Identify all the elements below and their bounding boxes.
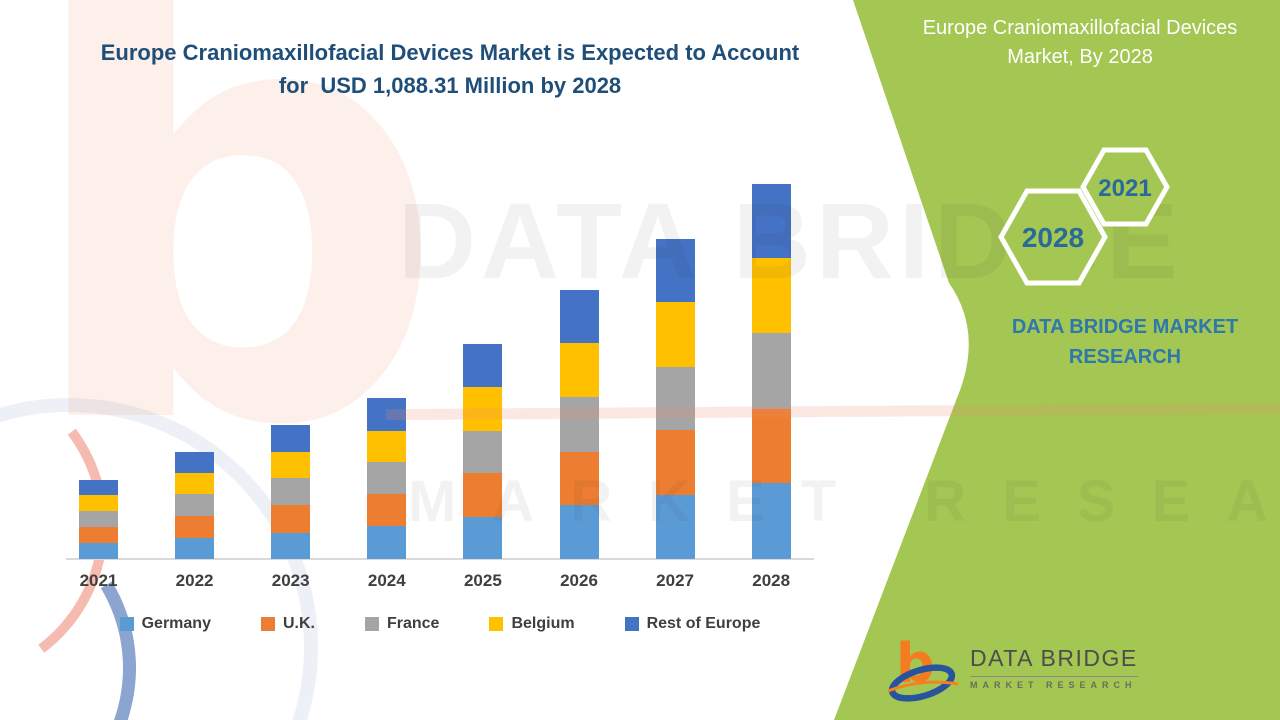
- x-axis-label-2022: 2022: [175, 571, 214, 590]
- legend-label: Rest of Europe: [646, 615, 761, 632]
- bar-segment-rest-of-europe-2026: [559, 289, 599, 344]
- panel-title-line1: Europe Craniomaxillofacial Devices: [922, 17, 1238, 39]
- page-title-line1: Europe Craniomaxillofacial Devices Marke…: [100, 40, 800, 65]
- bar-segment-belgium-2027: [655, 302, 695, 368]
- bar-segment-belgium-2024: [367, 430, 407, 462]
- x-axis-line: [66, 558, 814, 560]
- dbmr-logo-text: DATA BRIDGE MARKET RESEARCH: [970, 645, 1138, 690]
- x-axis-label-2026: 2026: [560, 571, 598, 590]
- hexagon-2021-label: 2021: [1098, 175, 1151, 202]
- bar-segment-belgium-2026: [559, 343, 599, 398]
- bar-segment-u-k--2022: [175, 516, 215, 538]
- stacked-bar-2023: [271, 425, 311, 559]
- legend-item-france: France: [364, 615, 440, 633]
- bar-segment-germany-2022: [175, 537, 215, 559]
- bar-segment-u-k--2023: [271, 505, 311, 533]
- page-title: Europe Craniomaxillofacial Devices Marke…: [60, 36, 840, 102]
- legend-swatch: [624, 617, 639, 631]
- bar-segment-germany-2028: [751, 483, 791, 559]
- bar-segment-france-2023: [271, 477, 311, 506]
- bar-segment-u-k--2021: [79, 526, 118, 544]
- legend-item-rest-of-europe: Rest of Europe: [624, 615, 761, 633]
- dbmr-logo-subtitle: MARKET RESEARCH: [970, 675, 1138, 690]
- bar-segment-belgium-2022: [175, 473, 215, 495]
- bar-segment-rest-of-europe-2021: [79, 479, 118, 496]
- x-axis-label-2027: 2027: [656, 571, 694, 590]
- stacked-bar-2027: [655, 238, 695, 559]
- x-axis-label-2021: 2021: [79, 571, 118, 590]
- legend-label: Germany: [141, 615, 211, 632]
- bar-segment-u-k--2028: [751, 408, 791, 484]
- bar-segment-france-2028: [751, 333, 791, 409]
- legend-label: U.K.: [282, 615, 315, 632]
- bar-segment-belgium-2023: [271, 452, 311, 478]
- panel-title-line2: Market, By 2028: [1007, 46, 1153, 68]
- bar-segment-u-k--2025: [463, 472, 503, 517]
- brand-text: DATA BRIDGE MARKET RESEARCH: [975, 312, 1275, 372]
- hexagon-2028: [998, 188, 1108, 286]
- legend-swatch: [260, 617, 275, 631]
- bar-segment-germany-2021: [79, 543, 118, 559]
- brand-text-line1: DATA BRIDGE MARKET: [1011, 316, 1239, 338]
- dbmr-logo-icon: b: [887, 632, 959, 702]
- hexagon-2021: [1080, 147, 1170, 227]
- bar-segment-rest-of-europe-2024: [367, 398, 407, 431]
- bar-segment-france-2027: [655, 367, 695, 430]
- bar-segment-germany-2023: [271, 532, 311, 559]
- legend-item-belgium: Belgium: [489, 615, 575, 633]
- stacked-bar-2021: [79, 479, 118, 559]
- bar-segment-belgium-2028: [751, 258, 791, 334]
- bar-segment-germany-2026: [559, 505, 599, 559]
- bar-segment-rest-of-europe-2028: [751, 183, 791, 259]
- legend-swatch: [119, 617, 134, 631]
- stacked-bar-2022: [175, 452, 215, 559]
- legend-label: France: [386, 615, 440, 632]
- legend-swatch: [364, 617, 379, 631]
- bar-segment-rest-of-europe-2025: [463, 344, 503, 388]
- x-axis-label-2028: 2028: [752, 571, 791, 590]
- x-axis-label-2023: 2023: [271, 571, 310, 590]
- x-axis-label-2024: 2024: [367, 571, 406, 590]
- panel-title: Europe Craniomaxillofacial Devices Marke…: [890, 14, 1270, 72]
- bar-segment-u-k--2027: [655, 429, 695, 495]
- bar-segment-rest-of-europe-2022: [175, 452, 215, 474]
- bar-segment-germany-2027: [655, 494, 695, 559]
- bar-segment-germany-2025: [463, 516, 503, 559]
- bar-segment-belgium-2025: [463, 387, 503, 431]
- bar-segment-france-2025: [463, 430, 503, 473]
- legend-item-germany: Germany: [119, 615, 211, 633]
- chart-legend: Germany U.K. France Belgium Rest of Europe: [66, 615, 814, 633]
- bar-segment-germany-2024: [367, 525, 407, 559]
- x-axis-label-2025: 2025: [463, 571, 502, 590]
- stacked-bar-2025: [463, 344, 503, 559]
- page-title-line2: for USD 1,088.31 Million by 2028: [278, 73, 622, 98]
- stacked-bar-2026: [559, 289, 599, 559]
- bar-segment-france-2021: [79, 510, 118, 527]
- bar-segment-belgium-2021: [79, 495, 118, 511]
- brand-text-line2: RESEARCH: [1068, 346, 1182, 368]
- legend-swatch: [489, 617, 504, 631]
- bar-segment-rest-of-europe-2023: [271, 425, 311, 453]
- bar-segment-france-2024: [367, 461, 407, 495]
- bar-segment-u-k--2026: [559, 451, 599, 506]
- bar-segment-france-2022: [175, 494, 215, 517]
- bar-segment-u-k--2024: [367, 494, 407, 526]
- legend-item-u-k-: U.K.: [260, 615, 315, 633]
- stacked-bar-2028: [751, 183, 791, 559]
- bar-segment-france-2026: [559, 397, 599, 452]
- hexagon-2028-label: 2028: [1022, 222, 1084, 253]
- dbmr-logo-name: DATA BRIDGE: [970, 644, 1138, 671]
- legend-label: Belgium: [511, 615, 575, 632]
- year-hexagons: 2028 2021: [998, 147, 1170, 286]
- bar-segment-rest-of-europe-2027: [655, 238, 695, 303]
- dbmr-logo: b DATA BRIDGE MARKET RESEARCH: [886, 630, 1138, 704]
- stacked-bar-2024: [367, 398, 407, 559]
